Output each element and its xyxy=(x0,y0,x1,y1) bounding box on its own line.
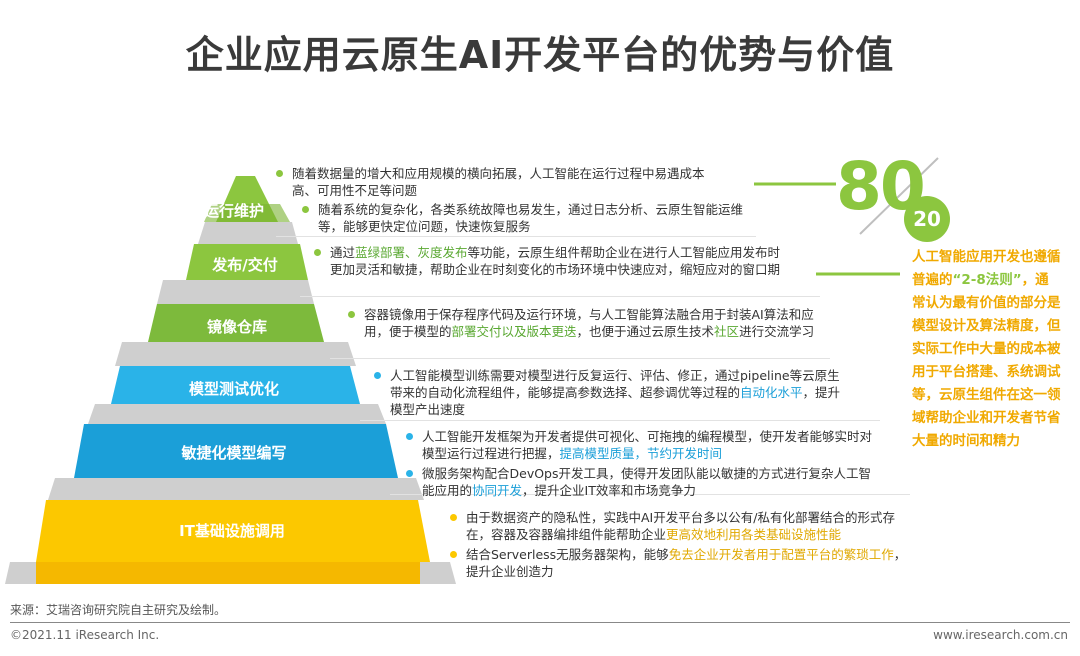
tier-label-agile-modeling: 敏捷化模型编写 xyxy=(181,444,287,462)
separator xyxy=(330,358,830,359)
tier-5-shape xyxy=(74,424,398,478)
footer-divider xyxy=(10,622,1070,623)
tier-2-shape xyxy=(186,244,308,280)
rule-decoration xyxy=(754,157,939,276)
tier-3-shape xyxy=(148,304,324,342)
page-title: 企业应用云原生AI开发平台的优势与价值 xyxy=(185,33,895,77)
rule-small-number: 20 xyxy=(904,196,950,242)
tier-shadow xyxy=(48,478,424,500)
tier-shadow xyxy=(115,342,356,366)
tier-1-band xyxy=(204,204,290,222)
pyramid-diagram xyxy=(5,176,456,584)
bullet-icon xyxy=(302,206,309,213)
desc-agile-modeling: 人工智能开发框架为开发者提供可视化、可拖拽的编程模型，使开发者能够实时对模型运行… xyxy=(404,428,874,502)
separator xyxy=(276,236,756,237)
tier-label-image-repo: 镜像仓库 xyxy=(206,318,268,336)
bullet-icon xyxy=(406,433,413,440)
desc-image-repo: 容器镜像用于保存程序代码及运行环境，与人工智能算法融合用于封装AI算法和应用，便… xyxy=(346,306,816,343)
tier-shadow xyxy=(157,280,314,304)
bullet-icon xyxy=(450,551,457,558)
desc-ops-1: 随着数据量的增大和应用规模的横向拓展，人工智能在运行过程中易遇成本高、可用性不足… xyxy=(274,165,714,202)
separator xyxy=(390,494,910,495)
tier-4-shape xyxy=(111,366,360,404)
desc-release: 通过蓝绿部署、灰度发布等功能，云原生组件帮助企业在进行人工智能应用发布时更加灵活… xyxy=(312,244,782,281)
separator xyxy=(360,420,880,421)
desc-ops-2: 随着系统的复杂化，各类系统故障也易发生，通过日志分析、云原生智能运维等，能够更快… xyxy=(300,201,750,238)
source-note: 来源：艾瑞咨询研究院自主研究及绘制。 xyxy=(10,603,227,617)
tier-label-model-test: 模型测试优化 xyxy=(188,380,280,398)
footer-website: www.iresearch.com.cn xyxy=(933,628,1068,642)
tier-shadow xyxy=(198,222,298,244)
separator xyxy=(300,296,820,297)
bullet-icon xyxy=(276,170,283,177)
tier-6-shape xyxy=(36,500,430,562)
tier-label-it-infra: IT基础设施调用 xyxy=(179,522,285,540)
tier-shadow xyxy=(88,404,386,424)
bullet-icon xyxy=(374,372,381,379)
bullet-icon xyxy=(406,470,413,477)
desc-it-infra: 由于数据资产的隐私性，实践中AI开发平台多以公有/私有化部署结合的形式存在，容器… xyxy=(448,509,918,583)
tier-label-release: 发布/交付 xyxy=(212,256,278,274)
footer-copyright: ©2021.11 iResearch Inc. xyxy=(10,628,160,642)
bullet-icon xyxy=(314,249,321,256)
rule-description: 人工智能应用开发也遵循普遍的“2-8法则”，通常认为最有价值的部分是模型设计及算… xyxy=(912,249,1061,449)
bullet-icon xyxy=(348,311,355,318)
bullet-icon xyxy=(450,514,457,521)
tier-6-base xyxy=(36,562,420,584)
tier-label-ops: 运行维护 xyxy=(203,202,265,220)
desc-model-test: 人工智能模型训练需要对模型进行反复运行、评估、修正，通过pipeline等云原生… xyxy=(372,367,842,421)
